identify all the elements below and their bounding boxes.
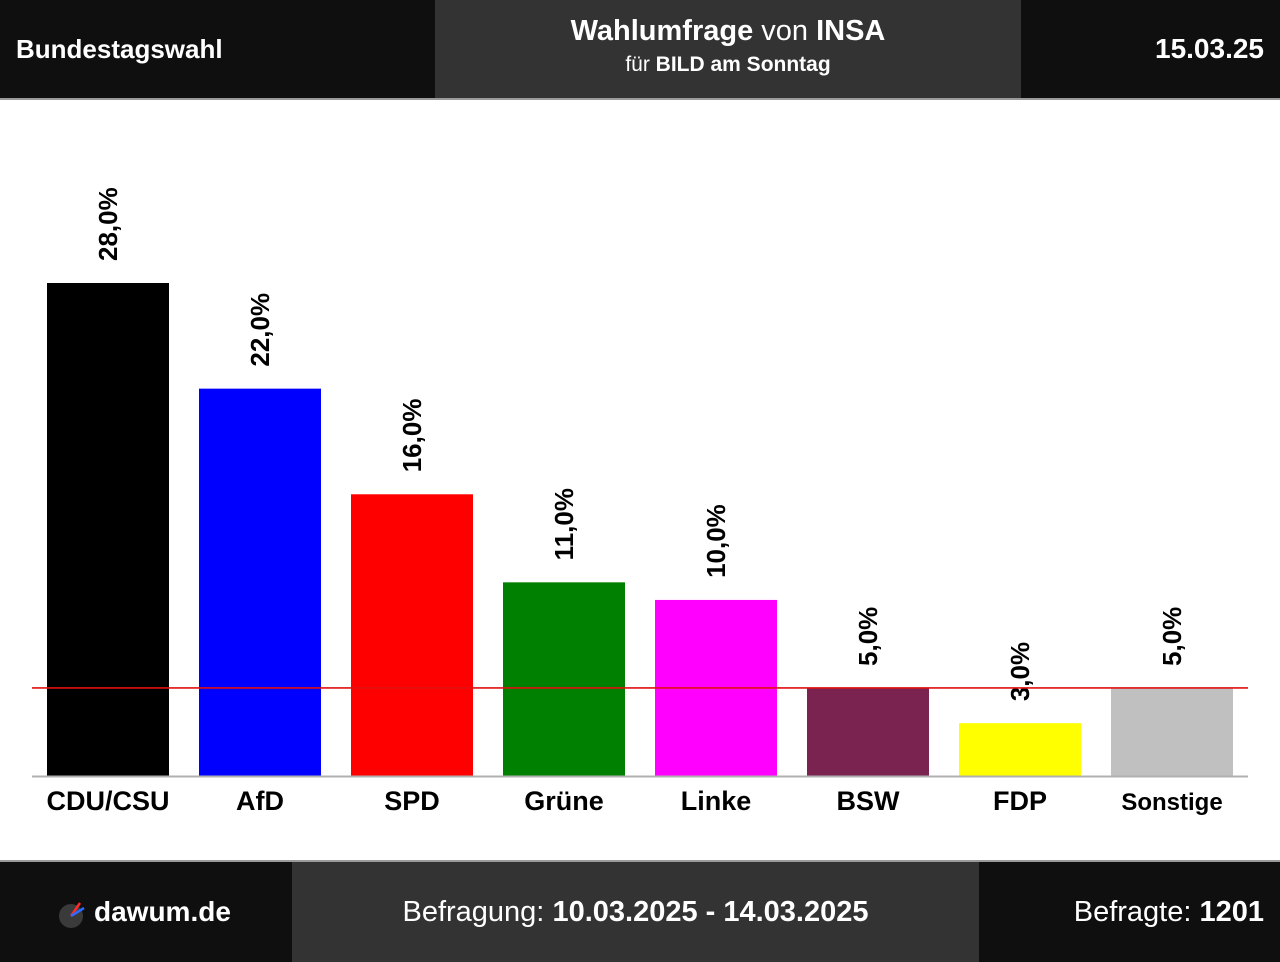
respondents-label: Befragte: [1073, 896, 1192, 928]
bar-3 [503, 582, 625, 776]
survey-period: Befragung: 10.03.2025 - 14.03.2025 [292, 862, 979, 962]
bar-5 [807, 687, 929, 776]
site-link[interactable]: dawum.de [58, 862, 288, 962]
poll-connector: von [761, 15, 809, 47]
bar-0 [47, 283, 169, 776]
value-label-6: 3,0% [1005, 642, 1035, 701]
survey-period-value: 10.03.2025 - 14.03.2025 [552, 896, 869, 928]
category-label-5: BSW [837, 786, 901, 816]
bar-7 [1111, 687, 1233, 776]
bar-1 [199, 388, 321, 776]
site-name: dawum.de [94, 896, 231, 927]
footer-bar: dawum.de Befragung: 10.03.2025 - 14.03.2… [0, 860, 1280, 962]
survey-period-label: Befragung: [402, 896, 545, 928]
client-prefix: für [625, 53, 650, 76]
poll-info: Wahlumfrage von INSA für BILD am Sonntag [435, 0, 1021, 98]
client-name: BILD am Sonntag [655, 53, 831, 76]
category-label-7: Sonstige [1121, 789, 1222, 816]
bar-chart: 28,0% CDU/CSU 22,0% AfD 16,0% SPD 11,0% Grüne 10… [32, 187, 1248, 816]
poll-type: Wahlumfrage [570, 15, 754, 47]
value-label-2: 16,0% [397, 399, 427, 473]
respondents-value: 1201 [1199, 896, 1264, 928]
value-label-7: 5,0% [1157, 607, 1187, 666]
header-bar: Bundestagswahl Wahlumfrage von INSA für … [0, 0, 1280, 100]
value-label-3: 11,0% [549, 488, 579, 560]
pollster-name: INSA [816, 15, 886, 47]
respondents: Befragte: 1201 [1074, 862, 1264, 962]
category-label-1: AfD [236, 786, 284, 816]
poll-date: 15.03.25 [1155, 33, 1264, 64]
value-label-4: 10,0% [701, 504, 731, 578]
category-label-3: Grüne [524, 786, 604, 816]
value-label-0: 28,0% [93, 187, 123, 261]
election-title: Bundestagswahl [16, 34, 223, 64]
bar-2 [351, 494, 473, 776]
category-label-0: CDU/CSU [46, 786, 169, 816]
category-label-4: Linke [681, 786, 752, 816]
dawum-logo-icon [59, 902, 85, 928]
bar-6 [959, 723, 1081, 776]
value-label-1: 22,0% [245, 293, 275, 367]
category-label-6: FDP [993, 786, 1047, 816]
category-label-2: SPD [384, 786, 440, 816]
value-label-5: 5,0% [853, 607, 883, 666]
